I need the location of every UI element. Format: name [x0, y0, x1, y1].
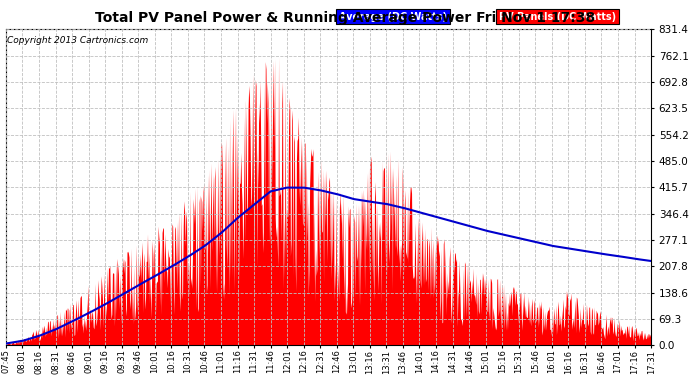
Text: Average (DC Watts): Average (DC Watts)	[339, 12, 447, 21]
Text: PV Panels (DC Watts): PV Panels (DC Watts)	[499, 12, 616, 21]
Text: Total PV Panel Power & Running Average Power Fri Nov 1 17:38: Total PV Panel Power & Running Average P…	[95, 11, 595, 25]
Text: Copyright 2013 Cartronics.com: Copyright 2013 Cartronics.com	[7, 36, 148, 45]
